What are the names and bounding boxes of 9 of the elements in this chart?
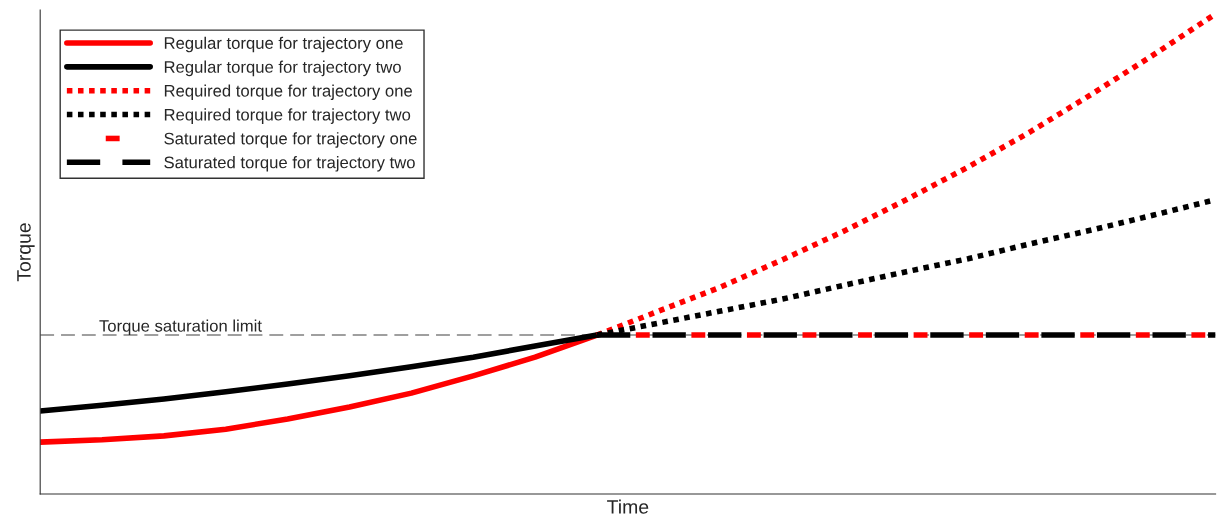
legend-label: Required torque for trajectory one [164, 84, 412, 101]
legend-label: Saturated torque for trajectory two [164, 156, 415, 172]
legend-label: Required torque for trajectory two [164, 108, 411, 124]
ref-line-label: Torque saturation limit [99, 319, 262, 336]
legend-label: Regular torque for trajectory two [164, 60, 401, 77]
x-axis-title: Time [607, 499, 649, 514]
legend-label: Saturated torque for trajectory one [164, 132, 417, 148]
y-axis-title: Torque [17, 223, 35, 282]
legend-label: Regular torque for trajectory one [164, 36, 403, 53]
